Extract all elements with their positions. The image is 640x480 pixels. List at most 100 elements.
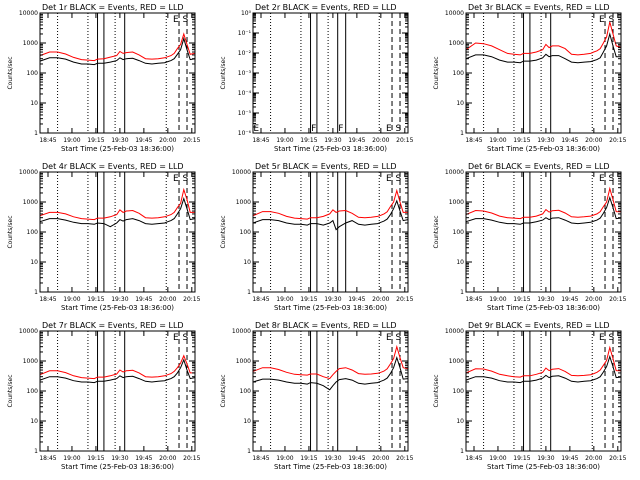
x-tick-label: 19:45 [561, 296, 578, 303]
chart-panel-2: Det 2r BLACK = Events, RED = LLD 18:45 19:… [220, 3, 414, 153]
lld-series-line [465, 345, 622, 378]
x-tick-label: 19:45 [135, 296, 152, 303]
y-tick-label: 1 [460, 289, 464, 296]
chart-panel-9: Det 9r BLACK = Events, RED = LLD 18:45 19:… [433, 321, 627, 471]
x-tick-label: 19:45 [561, 137, 578, 144]
x-tick-label: 20:00 [159, 137, 176, 144]
y-tick-label: 10⁻³ [238, 70, 252, 77]
x-tick-label: 20:15 [609, 137, 626, 144]
x-tick-label: 19:15 [513, 455, 530, 462]
flag-label: E [599, 174, 605, 184]
y-tick-label: 1 [34, 130, 38, 137]
plot-frame [252, 171, 409, 293]
x-tick-label: 19:15 [300, 455, 317, 462]
y-tick-label: 100 [240, 229, 252, 236]
flag-label: E [386, 333, 392, 343]
y-tick-label: 1000 [449, 199, 464, 206]
x-tick-label: 20:15 [396, 296, 413, 303]
x-tick-label: 20:00 [159, 455, 176, 462]
x-tick-label: 19:45 [135, 137, 152, 144]
x-tick-label: 18:45 [465, 455, 482, 462]
y-tick-label: 10 [243, 259, 251, 266]
y-tick-label: 10 [243, 418, 251, 425]
x-tick-label: 20:00 [372, 296, 389, 303]
y-tick-label: 10 [456, 100, 464, 107]
chart-title: Det 7r BLACK = Events, RED = LLD [42, 321, 184, 330]
x-tick-label: 19:00 [489, 137, 506, 144]
x-tick-label: 20:00 [585, 296, 602, 303]
flag-label: F [311, 124, 316, 134]
y-tick-label: 10000 [445, 328, 464, 335]
y-tick-label: 1 [34, 448, 38, 455]
lld-series-line [252, 188, 408, 220]
y-axis-title: Counts/sec [433, 374, 440, 407]
chart-panel-8: Det 8r BLACK = Events, RED = LLD 18:45 19:… [220, 321, 414, 471]
x-tick-label: 19:45 [348, 455, 365, 462]
x-tick-label: 20:15 [609, 455, 626, 462]
y-tick-label: 10⁻⁵ [238, 110, 252, 117]
y-tick-label: 1000 [236, 199, 251, 206]
x-tick-label: 19:15 [513, 137, 530, 144]
x-tick-label: 19:00 [63, 137, 80, 144]
flag-label: E [386, 174, 392, 184]
y-tick-label: 10000 [19, 169, 38, 176]
events-series-line [465, 32, 621, 64]
y-tick-label: 1 [247, 289, 251, 296]
events-series-line [465, 195, 622, 225]
x-tick-label: 19:00 [276, 455, 293, 462]
x-tick-label: 19:45 [348, 137, 365, 144]
x-axis-title: Start Time (25-Feb-03 18:36:00) [61, 304, 174, 312]
y-tick-label: 10 [30, 418, 38, 425]
x-tick-label: 19:00 [276, 137, 293, 144]
chart-panel-5: Det 5r BLACK = Events, RED = LLD 18:45 19:… [220, 162, 414, 312]
chart-panel-7: Det 7r BLACK = Events, RED = LLD 18:45 19:… [7, 321, 201, 471]
lld-series-line [465, 21, 622, 56]
x-tick-label: 19:15 [87, 137, 104, 144]
flag-label: E [599, 15, 605, 25]
x-tick-label: 20:15 [183, 137, 200, 144]
plot-frame [465, 171, 622, 293]
chart-panel-1: Det 1r BLACK = Events, RED = LLD 18:45 19:… [7, 3, 201, 153]
events-series-line [252, 355, 409, 391]
plot-frame [465, 12, 622, 134]
x-axis-title: Start Time (25-Feb-03 18:36:00) [274, 304, 387, 312]
x-tick-label: 20:15 [183, 296, 200, 303]
chart-title: Det 6r BLACK = Events, RED = LLD [468, 162, 610, 171]
y-tick-label: 100 [453, 229, 465, 236]
x-tick-label: 19:30 [111, 137, 128, 144]
chart-panel-3: Det 3r BLACK = Events, RED = LLD 18:45 19:… [433, 3, 627, 153]
lld-series-line [39, 32, 196, 62]
flag-label: E [173, 15, 179, 25]
plot-frame [252, 330, 409, 452]
chart-panel-4: Det 4r BLACK = Events, RED = LLD 18:45 19:… [7, 162, 201, 312]
events-series-line [39, 196, 196, 228]
y-tick-label: 1000 [23, 358, 38, 365]
y-tick-label: 10⁻⁴ [238, 90, 252, 97]
y-tick-label: 10⁰ [241, 10, 252, 17]
y-tick-label: 10 [30, 100, 38, 107]
flag-label: E [173, 174, 179, 184]
x-tick-label: 18:45 [252, 296, 269, 303]
y-tick-label: 10⁻¹ [238, 30, 252, 37]
y-axis-title: Counts/sec [220, 215, 227, 248]
y-tick-label: 10⁻² [238, 50, 252, 57]
lld-series-line [39, 187, 195, 221]
y-tick-label: 10000 [445, 10, 464, 17]
x-axis-title: Start Time (25-Feb-03 18:36:00) [487, 463, 600, 471]
y-tick-label: 10000 [445, 169, 464, 176]
flag-label: S [183, 15, 189, 25]
x-tick-label: 18:45 [39, 455, 56, 462]
x-tick-label: 19:45 [561, 455, 578, 462]
x-tick-label: 19:15 [87, 296, 104, 303]
flag-label: S [396, 124, 402, 134]
x-axis-title: Start Time (25-Feb-03 18:36:00) [61, 145, 174, 153]
x-tick-label: 19:15 [300, 137, 317, 144]
y-tick-label: 10000 [232, 169, 251, 176]
x-axis-title: Start Time (25-Feb-03 18:36:00) [274, 145, 387, 153]
plot-frame [39, 12, 196, 134]
y-axis-title: Counts/sec [220, 56, 227, 89]
y-tick-label: 1000 [449, 40, 464, 47]
x-tick-label: 19:30 [324, 137, 341, 144]
x-tick-label: 19:30 [324, 296, 341, 303]
flag-label: S [396, 333, 402, 343]
